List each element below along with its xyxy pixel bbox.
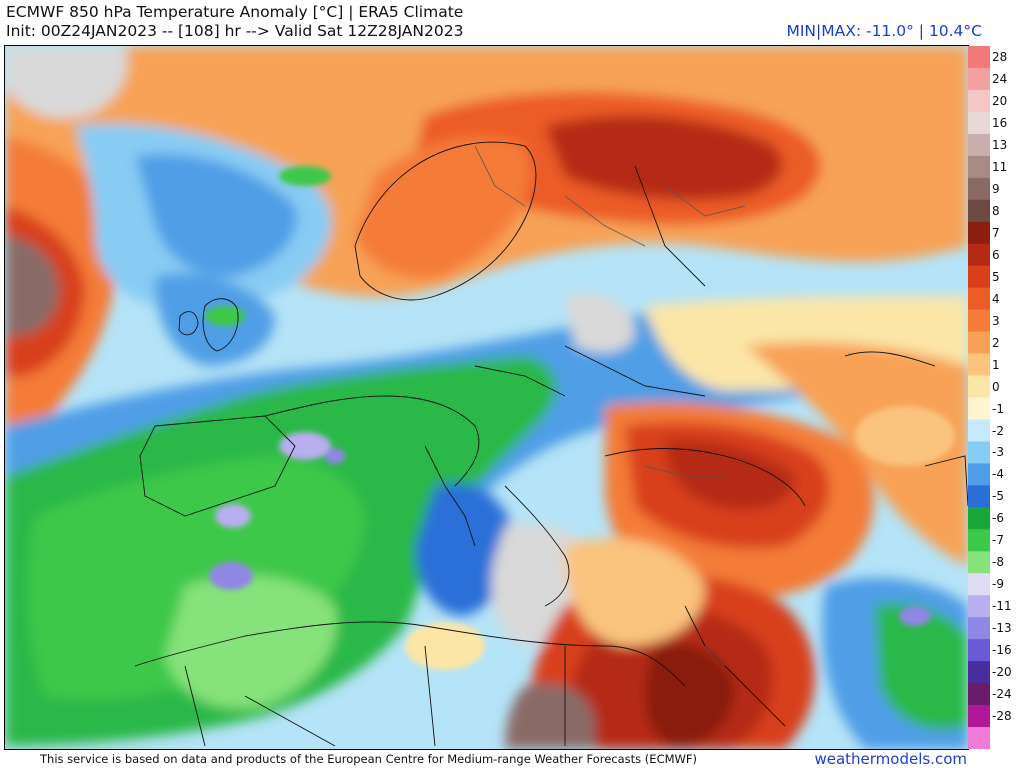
- colorbar-tick-label: 16: [992, 115, 1008, 130]
- colorbar-swatch: [968, 265, 990, 289]
- colorbar-tick-label: -24: [992, 687, 1012, 702]
- colorbar-tick-label: -11: [992, 599, 1012, 614]
- colorbar-swatch: [968, 353, 990, 377]
- colorbar-tick-label: -8: [992, 555, 1004, 570]
- colorbar-swatch: [968, 375, 990, 399]
- colorbar-tick-label: 9: [992, 181, 1000, 196]
- colorbar-tick-label: -9: [992, 577, 1004, 592]
- colorbar-tick-label: -5: [992, 489, 1004, 504]
- colorbar-tick-label: -4: [992, 467, 1004, 482]
- colorbar-tick-label: 5: [992, 269, 1000, 284]
- colorbar-swatch: [968, 441, 990, 465]
- colorbar-swatch: [968, 397, 990, 421]
- colorbar-swatch: [968, 529, 990, 552]
- ecmwf-credit: This service is based on data and produc…: [40, 752, 697, 766]
- colorbar-swatch: [968, 727, 990, 749]
- colorbar-swatch: [968, 155, 990, 179]
- colorbar-tick-label: -1: [992, 401, 1004, 416]
- colorbar-swatch: [968, 683, 990, 706]
- colorbar-tick-label: 3: [992, 313, 1000, 328]
- colorbar-swatch: [968, 485, 990, 508]
- colorbar-swatch: [968, 221, 990, 245]
- colorbar-swatch: [968, 199, 990, 223]
- colorbar-tick-label: 6: [992, 247, 1000, 262]
- map-subtitle: Init: 00Z24JAN2023 -- [108] hr --> Valid…: [6, 22, 464, 40]
- colorbar-tick-label: -3: [992, 445, 1004, 460]
- colorbar-swatch: [968, 287, 990, 311]
- map-title: ECMWF 850 hPa Temperature Anomaly [°C] |…: [6, 3, 464, 21]
- colorbar-swatch: [968, 243, 990, 267]
- colorbar-swatch: [968, 111, 990, 135]
- colorbar-tick-label: 24: [992, 72, 1008, 86]
- colorbar-swatch: [968, 67, 990, 91]
- colorbar-tick-label: 1: [992, 357, 1000, 372]
- colorbar-tick-label: 28: [992, 50, 1008, 64]
- colorbar-swatch: [968, 46, 990, 69]
- colorbar-tick-label: 4: [992, 291, 1000, 306]
- colorbar-swatch: [968, 89, 990, 113]
- colorbar-tick-label: -6: [992, 511, 1004, 526]
- colorbar-swatch: [968, 573, 990, 596]
- colorbar-tick-label: -20: [992, 665, 1012, 680]
- colorbar-tick-label: -16: [992, 643, 1012, 658]
- colorbar-swatch: [968, 419, 990, 443]
- min-max-readout: MIN|MAX: -11.0° | 10.4°C: [786, 22, 982, 40]
- colorbar-swatch: [968, 617, 990, 640]
- colorbar-swatch: [968, 133, 990, 157]
- brand-link[interactable]: weathermodels.com: [814, 750, 967, 768]
- colorbar-swatch: [968, 177, 990, 201]
- colorbar-tick-label: 0: [992, 379, 1000, 394]
- color-scale-bar: [968, 46, 990, 749]
- colorbar-tick-label: 8: [992, 203, 1000, 218]
- anomaly-map[interactable]: [4, 45, 969, 750]
- colorbar-swatch: [968, 463, 990, 486]
- colorbar-swatch: [968, 309, 990, 333]
- colorbar-swatch: [968, 705, 990, 728]
- colorbar-tick-label: 7: [992, 225, 1000, 240]
- colorbar-tick-label: -7: [992, 533, 1004, 548]
- colorbar-swatch: [968, 595, 990, 618]
- colorbar-swatch: [968, 639, 990, 662]
- colorbar-tick-label: 2: [992, 335, 1000, 350]
- color-scale-labels: 28 24 20 16 13 11 9 8 7 6 5 4 3 2 1 0 -1 -2 -3 -4 -5 -6 -7 -8 -9…: [992, 46, 1024, 749]
- colorbar-swatch: [968, 331, 990, 355]
- colorbar-tick-label: -13: [992, 621, 1012, 636]
- colorbar-tick-label: 13: [992, 137, 1008, 152]
- colorbar-swatch: [968, 551, 990, 574]
- colorbar-tick-label: -2: [992, 423, 1004, 438]
- colorbar-swatch: [968, 661, 990, 684]
- colorbar-tick-label: 20: [992, 93, 1008, 108]
- colorbar-tick-label: -28: [992, 709, 1012, 723]
- colorbar-swatch: [968, 507, 990, 530]
- colorbar-tick-label: 11: [992, 159, 1008, 174]
